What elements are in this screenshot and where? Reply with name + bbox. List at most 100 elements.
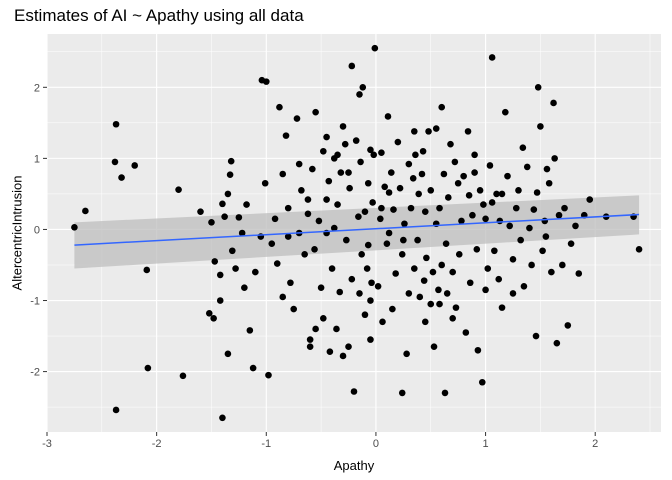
data-point: [390, 206, 397, 213]
data-point: [440, 170, 448, 178]
data-point: [312, 325, 319, 333]
data-point: [361, 208, 369, 215]
data-point: [476, 187, 484, 194]
data-point: [361, 311, 369, 319]
data-point: [323, 133, 330, 141]
data-point: [532, 332, 540, 340]
data-point: [226, 171, 234, 179]
data-point: [131, 162, 139, 169]
data-point: [471, 169, 478, 176]
data-point: [197, 208, 204, 215]
data-point: [441, 389, 449, 397]
data-point: [304, 210, 312, 218]
data-point: [320, 314, 327, 322]
data-point: [454, 179, 462, 187]
data-point: [371, 44, 379, 52]
data-point: [384, 113, 392, 120]
data-point: [471, 151, 478, 159]
data-point: [224, 190, 232, 198]
data-point: [378, 204, 385, 212]
data-point: [537, 123, 544, 130]
data-point: [491, 247, 498, 255]
data-point: [341, 140, 349, 148]
data-point: [496, 217, 504, 225]
data-point: [284, 204, 292, 212]
x-tick-label: -2: [152, 438, 162, 450]
data-point: [271, 215, 279, 223]
data-point: [330, 224, 338, 232]
data-points: [71, 44, 643, 422]
data-point: [325, 177, 333, 185]
data-point: [495, 275, 503, 283]
y-tick-label: 2: [34, 82, 40, 94]
data-point: [451, 158, 459, 166]
y-axis-ticks: -2 -1 0 1 2: [30, 82, 47, 379]
data-point: [368, 279, 375, 287]
data-point: [474, 346, 482, 354]
data-point: [460, 172, 467, 180]
x-tick-label: -1: [261, 438, 271, 450]
data-point: [401, 220, 408, 228]
data-point: [118, 174, 125, 181]
data-point: [405, 290, 413, 297]
data-point: [369, 199, 376, 206]
data-point: [436, 204, 443, 212]
data-point: [334, 151, 341, 159]
data-point: [429, 268, 437, 276]
data-point: [346, 184, 353, 192]
data-point: [359, 84, 367, 91]
data-point: [551, 155, 558, 162]
data-point: [241, 284, 248, 292]
data-point: [336, 288, 344, 296]
data-point: [519, 144, 527, 152]
data-point: [333, 325, 340, 333]
data-point: [304, 196, 312, 203]
data-point: [295, 160, 303, 168]
data-point: [279, 293, 287, 301]
data-point: [542, 233, 550, 240]
data-point: [262, 78, 270, 85]
data-point: [326, 348, 334, 355]
data-point: [403, 350, 410, 358]
data-point: [356, 91, 363, 98]
data-point: [458, 217, 465, 225]
y-tick-label: 1: [34, 153, 40, 165]
data-point: [545, 179, 553, 187]
data-point: [374, 283, 382, 290]
data-point: [323, 196, 330, 203]
data-point: [443, 290, 451, 297]
data-point: [246, 327, 254, 334]
data-point: [421, 318, 429, 326]
data-point: [520, 283, 528, 290]
data-point: [345, 169, 352, 176]
x-tick-label: 0: [373, 438, 379, 450]
data-point: [635, 246, 643, 253]
data-point: [572, 222, 579, 230]
data-point: [211, 258, 219, 265]
data-point: [282, 132, 290, 139]
data-point: [224, 350, 232, 358]
data-point: [442, 240, 450, 247]
data-point: [348, 275, 356, 283]
data-point: [379, 318, 386, 326]
data-point: [228, 247, 236, 255]
data-point: [466, 279, 474, 287]
y-tick-label: -1: [30, 296, 40, 308]
confidence-band: [74, 195, 640, 269]
data-point: [486, 162, 494, 169]
data-point: [526, 224, 533, 232]
data-point: [364, 241, 372, 249]
data-point: [290, 305, 297, 313]
data-point: [567, 240, 575, 247]
data-point: [539, 247, 546, 255]
y-tick-label: 0: [34, 224, 40, 236]
data-point: [71, 224, 78, 231]
data-point: [482, 215, 489, 223]
data-point: [284, 233, 292, 240]
data-point: [409, 174, 417, 182]
data-point: [268, 240, 276, 247]
data-point: [355, 213, 362, 220]
x-tick-label: 1: [483, 438, 489, 450]
data-point: [363, 265, 371, 272]
data-point: [473, 246, 481, 253]
